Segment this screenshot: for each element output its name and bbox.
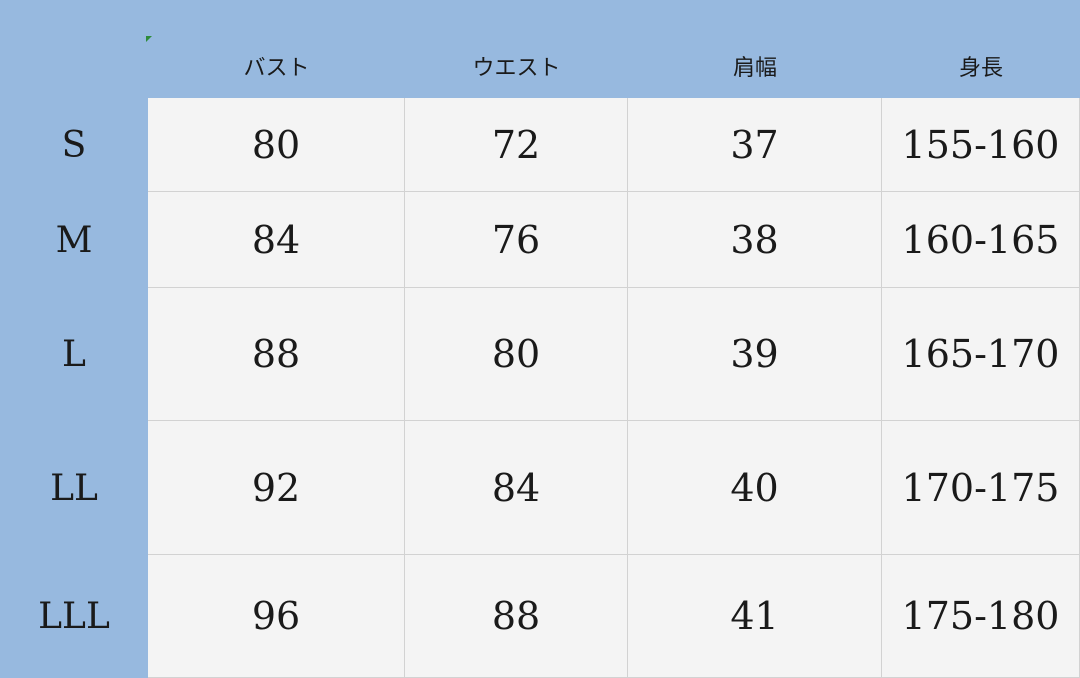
table-cell: 175-180 (882, 555, 1080, 678)
row-label: LL (50, 467, 98, 509)
column-header: バスト (243, 56, 310, 81)
column-header: 身長 (958, 56, 1003, 81)
table-cell: 160-165 (882, 192, 1080, 288)
row-label: S (61, 124, 87, 166)
table-cell: 170-175 (882, 421, 1080, 555)
table-cell: 92 (148, 421, 405, 555)
table-cell: 39 (628, 288, 882, 421)
column-header: ウエスト (472, 56, 561, 81)
table-cell: 84 (405, 421, 628, 555)
table-cell: 40 (628, 421, 882, 555)
row-label: M (55, 219, 93, 261)
table-cell: 84 (148, 192, 405, 288)
corner-marker (146, 36, 152, 42)
table-cell: 80 (148, 98, 405, 192)
table-cell: 76 (405, 192, 628, 288)
table-cell: 165-170 (882, 288, 1080, 421)
table-cell: 155-160 (882, 98, 1080, 192)
table-cell: 72 (405, 98, 628, 192)
row-label: LLL (38, 596, 110, 637)
row-label: L (62, 334, 86, 375)
table-cell: 96 (148, 555, 405, 678)
table-cell: 38 (628, 192, 882, 288)
table-cell: 80 (405, 288, 628, 421)
table-cell: 88 (148, 288, 405, 421)
table-cell: 37 (628, 98, 882, 192)
column-header: 肩幅 (732, 56, 777, 81)
table-cell: 88 (405, 555, 628, 678)
table-cell: 41 (628, 555, 882, 678)
